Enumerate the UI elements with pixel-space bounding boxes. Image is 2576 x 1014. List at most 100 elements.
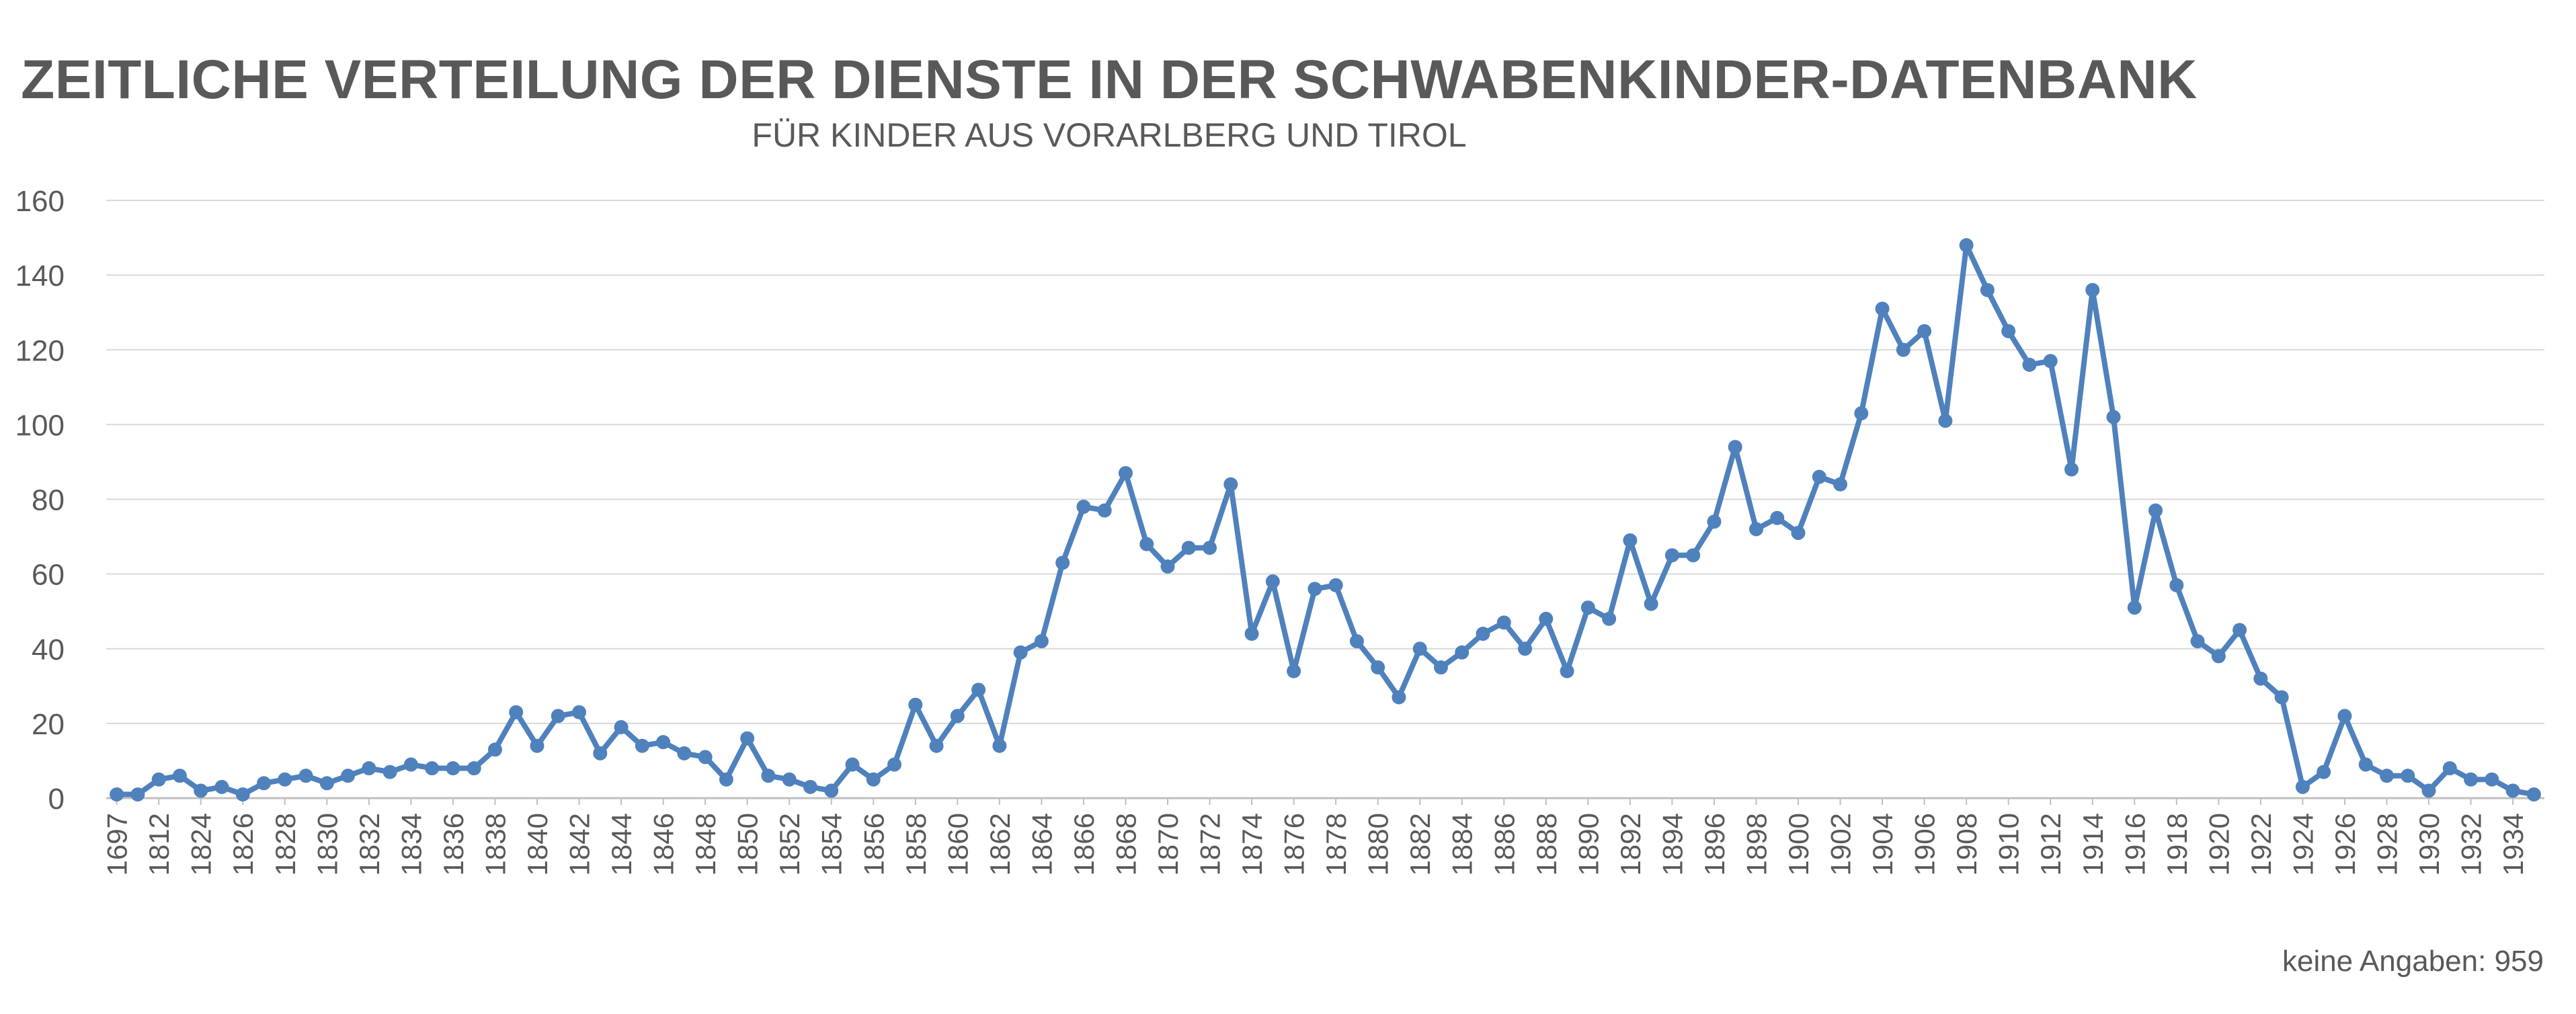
data-point — [403, 757, 418, 772]
data-point — [2442, 761, 2457, 776]
data-point — [593, 746, 608, 760]
data-point — [1580, 600, 1595, 615]
data-point — [2064, 462, 2079, 477]
data-point — [698, 750, 713, 765]
data-points — [110, 238, 2541, 802]
x-tick-label: 1848 — [690, 813, 721, 875]
x-tick-label: 1834 — [395, 813, 427, 875]
x-tick-label: 1844 — [606, 813, 637, 875]
y-tick-label: 80 — [32, 484, 65, 517]
data-point — [572, 705, 587, 719]
data-point — [1412, 641, 1427, 656]
x-tick-label: 1898 — [1740, 813, 1772, 875]
x-tick-label: 1914 — [2077, 813, 2109, 875]
data-point — [2401, 769, 2415, 783]
data-point — [782, 772, 797, 787]
chart-subtitle: FÜR KINDER AUS VORARLBERG UND TIROL — [752, 116, 1467, 154]
y-tick-label: 60 — [32, 559, 65, 592]
x-tick-label: 1934 — [2497, 813, 2529, 875]
data-point — [1097, 503, 1112, 518]
series-line — [114, 242, 2537, 797]
data-point — [1644, 596, 1658, 611]
x-tick-label: 1878 — [1320, 813, 1352, 875]
data-point — [1139, 537, 1154, 551]
x-tick-label: 1880 — [1363, 813, 1394, 875]
data-point — [341, 769, 356, 783]
x-tick-label: 1904 — [1867, 813, 1898, 875]
x-tick-label: 1912 — [2035, 813, 2066, 875]
data-point — [1328, 578, 1343, 592]
x-tick-label: 1932 — [2456, 813, 2487, 875]
data-point — [2485, 772, 2499, 787]
data-point — [1917, 323, 1932, 338]
data-point — [677, 746, 692, 760]
data-point — [2526, 787, 2541, 802]
data-point — [803, 779, 817, 794]
x-tick-label: 1906 — [1909, 813, 1941, 875]
data-point — [1076, 500, 1091, 514]
y-tick-label: 140 — [15, 260, 65, 292]
x-tick-label: 1868 — [1110, 813, 1141, 875]
data-point — [1539, 611, 1554, 626]
x-tick-label: 1842 — [564, 813, 596, 875]
data-point — [2085, 282, 2100, 297]
data-point — [1560, 664, 1574, 678]
x-tick-label: 1918 — [2161, 813, 2193, 875]
data-point — [1938, 414, 1953, 428]
x-tick-label: 1930 — [2413, 813, 2445, 875]
data-point — [1896, 342, 1910, 357]
data-point — [929, 738, 944, 753]
x-tick-label: 1838 — [479, 813, 511, 875]
x-tick-label: 1922 — [2245, 813, 2277, 875]
x-tick-label: 1856 — [858, 813, 889, 875]
x-tick-label: 1866 — [1068, 813, 1100, 875]
data-point — [2295, 779, 2310, 794]
data-point — [1265, 574, 1280, 589]
data-point — [2211, 649, 2226, 664]
data-point — [2337, 709, 2352, 724]
data-point — [2106, 410, 2121, 424]
data-point — [1476, 627, 1490, 641]
data-point — [130, 787, 145, 802]
data-point — [1496, 615, 1511, 630]
data-point — [2421, 783, 2436, 798]
data-point — [635, 738, 649, 753]
data-point — [656, 735, 671, 750]
x-tick-label: 1830 — [311, 813, 343, 875]
data-point — [2505, 783, 2520, 798]
data-point — [1160, 559, 1175, 574]
x-tick-label: 1846 — [648, 813, 680, 875]
x-tick-label: 1697 — [102, 813, 133, 875]
data-point — [2190, 634, 2205, 649]
x-tick-label: 1870 — [1152, 813, 1184, 875]
data-point — [1392, 690, 1406, 705]
data-point — [1770, 510, 1785, 525]
data-point — [2022, 357, 2037, 372]
data-point — [2127, 600, 2142, 615]
data-point — [446, 761, 460, 776]
data-point — [1349, 634, 1364, 649]
x-tick-label: 1926 — [2329, 813, 2361, 875]
data-point — [298, 769, 313, 783]
data-point — [530, 738, 545, 753]
x-tick-label: 1826 — [227, 813, 259, 875]
data-point — [1791, 526, 1806, 541]
data-point — [950, 709, 965, 724]
x-tick-label: 1854 — [816, 813, 848, 875]
data-point — [614, 719, 629, 734]
x-tick-label: 1902 — [1825, 813, 1857, 875]
x-tick-label: 1858 — [900, 813, 932, 875]
data-point — [2043, 354, 2058, 368]
data-point — [1013, 645, 1028, 660]
data-point — [1307, 582, 1322, 596]
data-point — [1518, 641, 1533, 656]
x-tick-label: 1864 — [1026, 813, 1057, 875]
x-tick-label: 1876 — [1279, 813, 1310, 875]
y-tick-label: 120 — [15, 334, 65, 367]
x-tick-label: 1872 — [1195, 813, 1226, 875]
data-point — [1433, 660, 1448, 675]
x-tick-label: 1916 — [2119, 813, 2150, 875]
data-point — [278, 772, 292, 787]
missing-data-note: keine Angaben: 959 — [2282, 945, 2544, 978]
data-point — [2001, 323, 2016, 338]
